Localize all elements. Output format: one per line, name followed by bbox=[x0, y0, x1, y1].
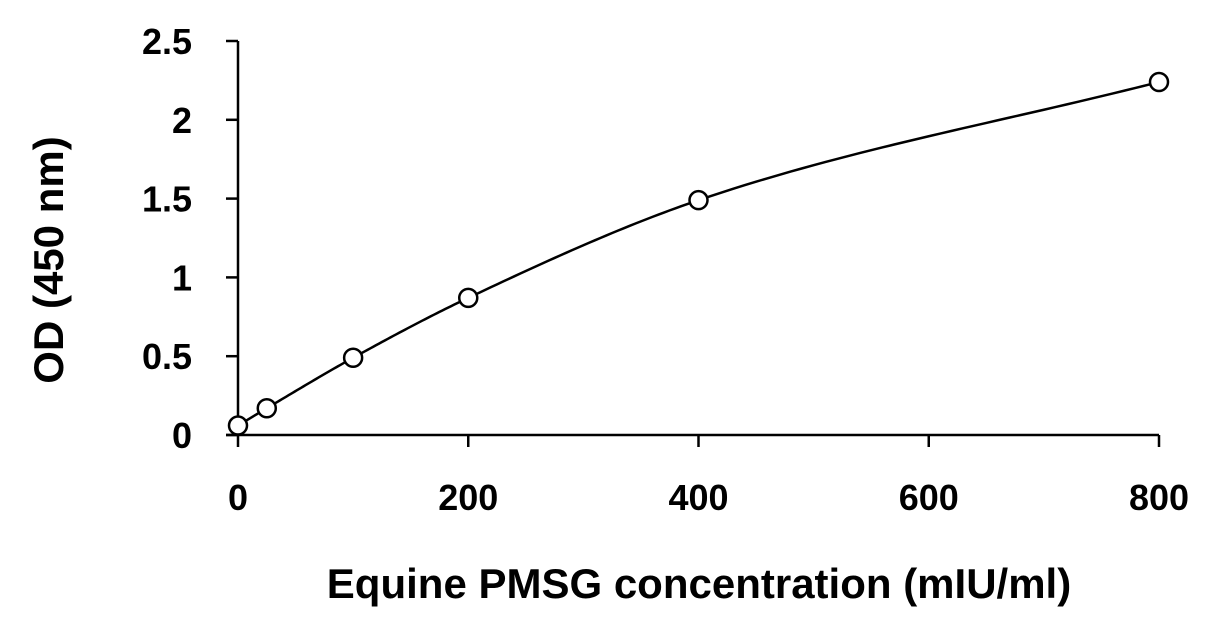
x-tick-label: 800 bbox=[1129, 477, 1189, 518]
y-axis-title: OD (450 nm) bbox=[25, 136, 72, 383]
axes-group bbox=[226, 39, 1161, 447]
y-tick-label: 2 bbox=[172, 100, 192, 141]
data-point-marker bbox=[256, 397, 278, 419]
fit-curve-line bbox=[237, 80, 1160, 427]
x-tick-label: 400 bbox=[668, 477, 728, 518]
data-point-marker bbox=[688, 189, 709, 211]
x-tick-label: 0 bbox=[228, 477, 248, 518]
y-tick-label: 0 bbox=[172, 415, 192, 456]
data-point-marker bbox=[227, 415, 249, 436]
data-point-marker bbox=[458, 287, 479, 309]
data-point-marker bbox=[1148, 71, 1170, 93]
x-axis-title: Equine PMSG concentration (mIU/ml) bbox=[327, 560, 1071, 607]
tick-labels-group: 0 0.5 1 1.5 2 2.5 0 200 400 600 800 bbox=[142, 21, 1189, 518]
y-tick-label: 1.5 bbox=[142, 179, 192, 220]
x-tick-label: 600 bbox=[899, 477, 959, 518]
data-markers-group bbox=[227, 71, 1170, 436]
x-tick-label: 200 bbox=[438, 477, 498, 518]
fit-curve-group bbox=[237, 80, 1160, 427]
y-tick-label: 0.5 bbox=[142, 336, 192, 377]
data-point-marker bbox=[342, 347, 364, 369]
y-tick-label: 1 bbox=[172, 257, 192, 298]
y-tick-label: 2.5 bbox=[142, 21, 192, 62]
